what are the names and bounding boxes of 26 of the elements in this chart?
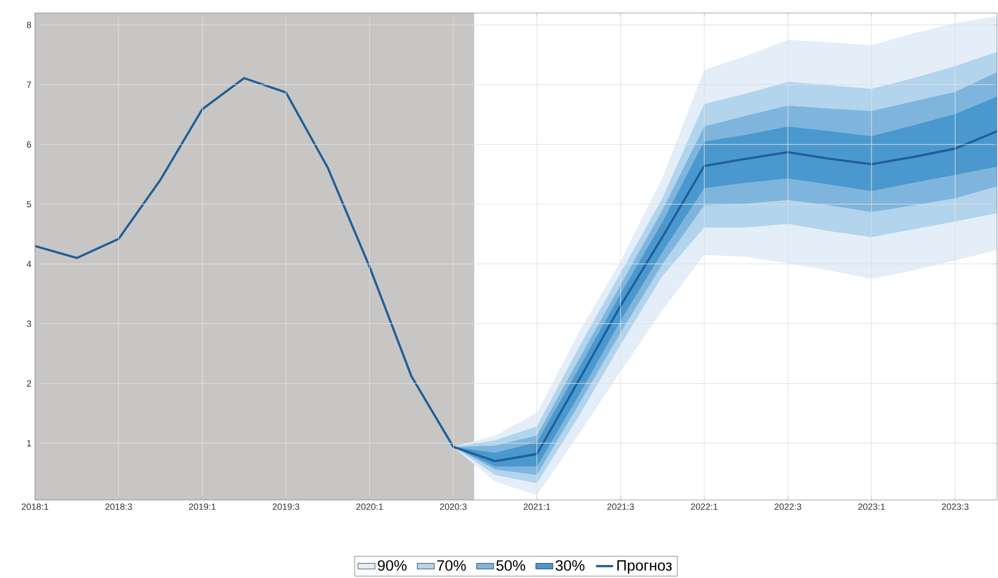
x-tick-label: 2021:3 xyxy=(607,504,634,510)
x-tick-label: 2022:3 xyxy=(774,504,802,510)
y-tick-label: 4 xyxy=(26,260,32,268)
x-tick-label: 2022:1 xyxy=(690,504,718,510)
legend-label: 70% xyxy=(437,560,466,571)
y-tick-label: 1 xyxy=(27,440,32,446)
x-tick-label: 2021:1 xyxy=(524,504,550,510)
legend-label: 90% xyxy=(378,560,407,571)
y-tick-label: 2 xyxy=(26,380,32,387)
y-tick-label: 3 xyxy=(26,320,32,327)
x-tick-label: 2018:3 xyxy=(105,504,132,510)
line-series xyxy=(35,77,998,462)
y-tick-label: 8 xyxy=(26,22,32,28)
x-tick-label: 2023:3 xyxy=(942,504,968,510)
legend-label: 30% xyxy=(556,560,584,571)
y-tick-label: 7 xyxy=(26,82,32,88)
legend-label: Прогноз xyxy=(617,560,672,574)
legend-label: 50% xyxy=(496,560,526,571)
y-tick-label: 5 xyxy=(26,201,32,208)
x-tick-label: 2023:1 xyxy=(858,504,885,510)
x-tick-label: 2020:1 xyxy=(356,504,383,510)
x-tick-label: 2018:1 xyxy=(22,504,48,510)
x-tick-label: 2019:3 xyxy=(272,504,300,510)
x-tick-label: 2020:3 xyxy=(440,504,467,510)
y-tick-label: 6 xyxy=(26,141,32,148)
x-tick-label: 2019:1 xyxy=(189,504,216,510)
